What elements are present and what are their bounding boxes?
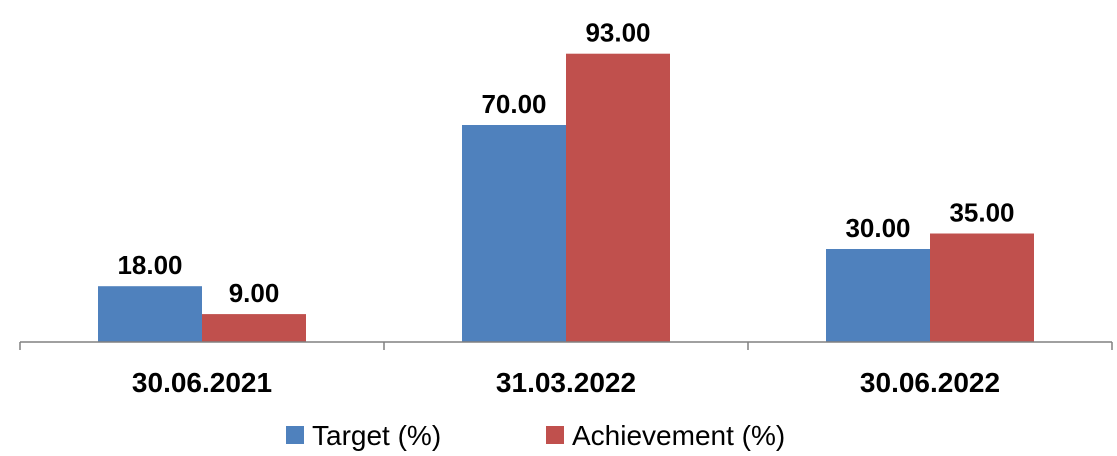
bar-achievement-1 [566, 53, 670, 342]
data-label: 30.00 [845, 213, 910, 243]
bars-layer [98, 53, 1034, 342]
legend-label: Achievement (%) [572, 420, 785, 451]
x-axis-tick-labels: 30.06.2021 31.03.2022 30.06.2022 [132, 367, 1000, 398]
data-label: 93.00 [585, 18, 650, 48]
legend-swatch [546, 426, 564, 444]
x-tick-label: 30.06.2022 [860, 367, 1000, 398]
bar-achievement-2 [930, 233, 1034, 342]
x-axis-ticks [19, 342, 1113, 350]
data-label: 9.00 [229, 278, 280, 308]
bar-achievement-0 [202, 314, 306, 342]
data-label: 35.00 [949, 198, 1014, 228]
x-tick-label: 31.03.2022 [496, 367, 636, 398]
data-label: 70.00 [481, 89, 546, 119]
legend-label: Target (%) [312, 420, 441, 451]
data-labels-layer: 18.00 9.00 70.00 93.00 30.00 35.00 [117, 18, 1014, 308]
bar-target-2 [826, 249, 930, 342]
legend: Target (%) Achievement (%) [286, 420, 785, 451]
bar-target-1 [462, 125, 566, 342]
bar-target-0 [98, 286, 202, 342]
x-tick-label: 30.06.2021 [132, 367, 272, 398]
legend-swatch [286, 426, 304, 444]
data-label: 18.00 [117, 250, 182, 280]
